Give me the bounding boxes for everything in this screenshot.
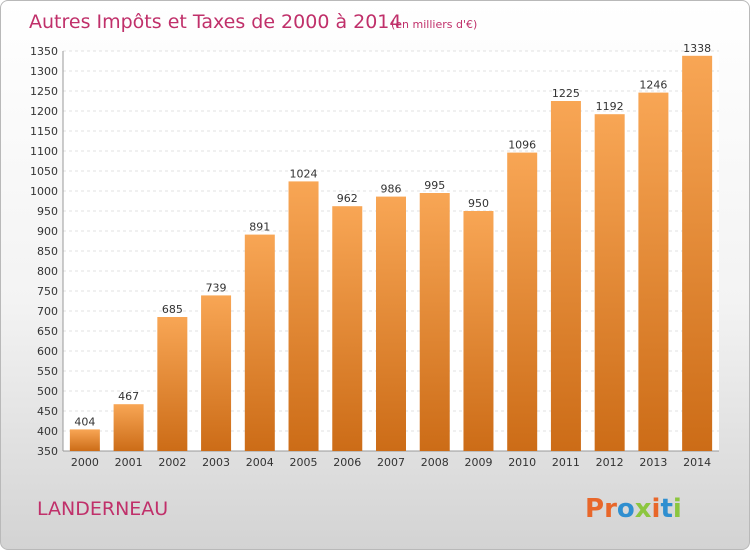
bar (594, 114, 625, 451)
chart-title: Autres Impôts et Taxes de 2000 à 2014 (29, 11, 402, 33)
x-tick-label: 2008 (421, 456, 449, 469)
value-label: 995 (424, 179, 445, 192)
logo-letter: t (660, 494, 672, 524)
y-tick-label: 1200 (30, 105, 58, 118)
y-tick-label: 350 (37, 445, 58, 458)
bar (376, 196, 406, 451)
x-tick-label: 2003 (202, 456, 230, 469)
y-tick-label: 1150 (30, 125, 58, 138)
value-label: 1096 (508, 139, 536, 152)
x-tick-label: 2009 (464, 456, 492, 469)
logo-letter: P (585, 494, 604, 524)
x-tick-label: 2002 (158, 456, 186, 469)
x-tick-label: 2011 (552, 456, 580, 469)
x-tick-label: 2012 (596, 456, 624, 469)
x-tick-label: 2005 (290, 456, 318, 469)
y-tick-label: 1000 (30, 185, 58, 198)
value-label: 1024 (290, 167, 318, 180)
x-tick-label: 2010 (508, 456, 536, 469)
value-label: 950 (468, 197, 489, 210)
bar (244, 234, 275, 451)
y-tick-label: 750 (37, 285, 58, 298)
bar (332, 206, 363, 451)
y-tick-label: 550 (37, 365, 58, 378)
x-tick-label: 2004 (246, 456, 274, 469)
x-tick-label: 2006 (333, 456, 361, 469)
bar (113, 404, 144, 451)
y-tick-label: 450 (37, 405, 58, 418)
value-labels: 404 467 685 739 891 1024 962 986 995 950 1096 1225 1… (74, 42, 711, 429)
x-tick-label: 2014 (683, 456, 711, 469)
x-tick-label: 2000 (71, 456, 99, 469)
bar (201, 295, 232, 451)
bar (288, 181, 319, 451)
y-tick-label: 1250 (30, 85, 58, 98)
value-label: 739 (206, 281, 227, 294)
bar (507, 152, 538, 451)
logo-letter: x (635, 494, 652, 524)
chart-subtitle: (en milliers d'€) (391, 18, 477, 31)
bar (69, 429, 100, 451)
x-tick-label: 2007 (377, 456, 405, 469)
y-tick-label: 950 (37, 205, 58, 218)
value-label: 685 (162, 303, 183, 316)
bars (69, 55, 713, 452)
y-tick-label: 650 (37, 325, 58, 338)
bar (463, 211, 494, 451)
y-tick-label: 400 (37, 425, 58, 438)
value-label: 891 (249, 221, 270, 234)
logo-letter: i (652, 494, 661, 524)
value-label: 1225 (552, 87, 580, 100)
y-tick-label: 900 (37, 225, 58, 238)
x-tick-label: 2013 (639, 456, 667, 469)
value-label: 1192 (596, 100, 624, 113)
value-label: 1338 (683, 42, 711, 55)
y-tick-label: 1350 (30, 45, 58, 58)
y-tick-label: 600 (37, 345, 58, 358)
y-tick-label: 1100 (30, 145, 58, 158)
bar (682, 55, 713, 452)
x-tick-label: 2001 (115, 456, 143, 469)
value-label: 404 (74, 415, 95, 428)
value-label: 986 (381, 183, 402, 196)
bar (157, 317, 188, 451)
value-label: 467 (118, 390, 139, 403)
y-tick-label: 500 (37, 385, 58, 398)
bar (638, 92, 669, 451)
value-label: 962 (337, 192, 358, 205)
x-axis: 2000 2001 2002 2003 2004 2005 2006 2007 2008 2009… (71, 456, 711, 469)
y-tick-label: 1050 (30, 165, 58, 178)
logo-letter: i (673, 494, 682, 524)
proxiti-logo: Proxiti (585, 494, 682, 524)
bar (419, 193, 450, 451)
bar (550, 101, 581, 451)
logo-letter: o (617, 494, 635, 524)
y-tick-label: 800 (37, 265, 58, 278)
y-tick-label: 1300 (30, 65, 58, 78)
y-tick-label: 700 (37, 305, 58, 318)
city-name: LANDERNEAU (37, 498, 168, 520)
y-tick-label: 850 (37, 245, 58, 258)
y-axis: 350 400 450 500 550 600 650 700 750 800 850 900 950 1… (30, 45, 58, 458)
logo-letter: r (604, 494, 617, 524)
value-label: 1246 (639, 79, 667, 92)
